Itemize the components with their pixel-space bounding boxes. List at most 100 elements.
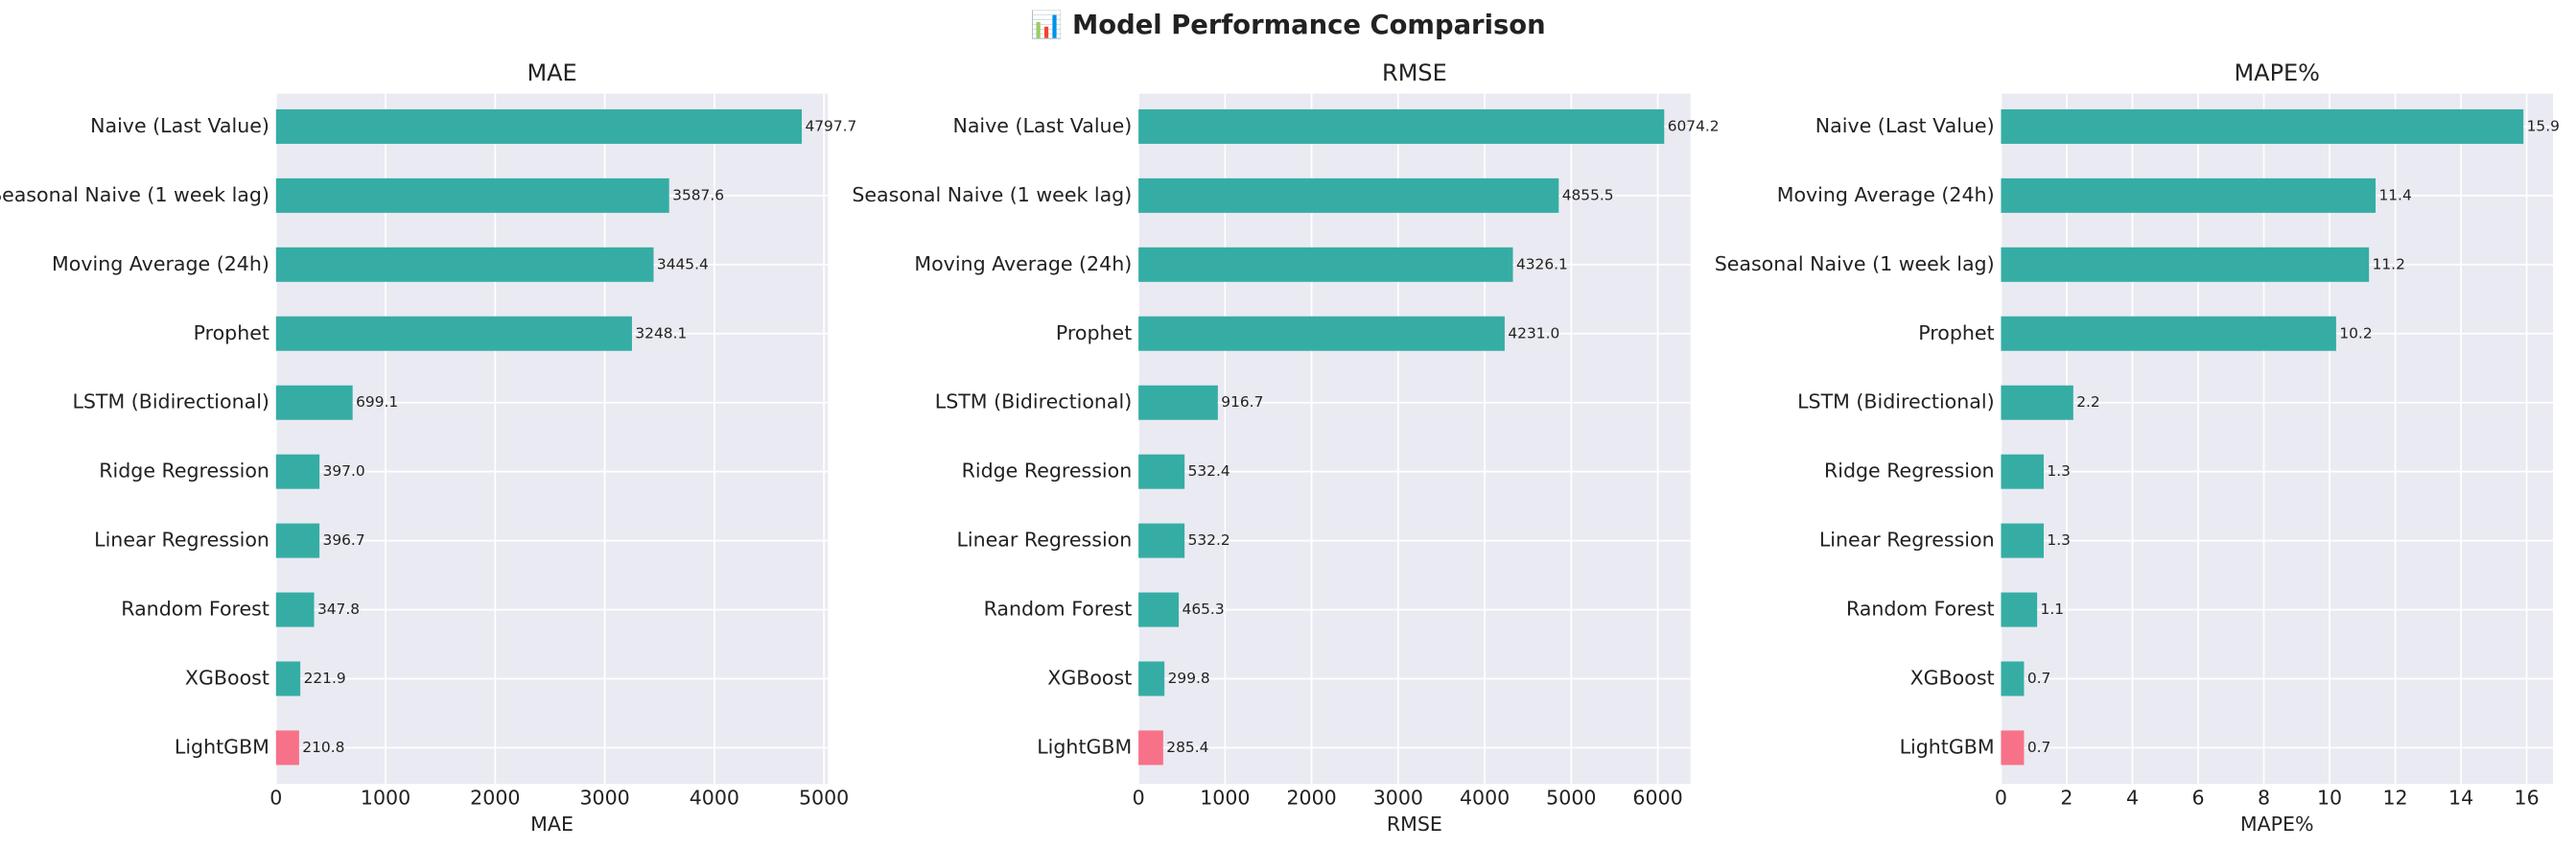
value-label: 4855.5	[1562, 186, 1614, 203]
y-tick-label: LSTM (Bidirectional)	[72, 390, 269, 413]
value-label: 0.7	[2027, 670, 2051, 687]
value-label: 532.2	[1188, 531, 1230, 549]
value-label: 221.9	[304, 670, 346, 687]
bar	[275, 316, 632, 351]
y-tick-label: Moving Average (24h)	[52, 252, 269, 275]
x-tick-label: 1000	[1200, 787, 1250, 810]
value-label: 396.7	[323, 531, 365, 549]
y-tick-label: Moving Average (24h)	[1777, 183, 1995, 206]
x-tick-label: 10	[2317, 787, 2342, 810]
value-label: 11.4	[2378, 186, 2411, 203]
bar	[1138, 177, 1559, 213]
x-tick-label: 2000	[1286, 787, 1336, 810]
x-tick-label: 0	[1995, 787, 2007, 810]
y-tick-label: LightGBM	[1037, 735, 1132, 758]
y-tick-label: Prophet	[1918, 321, 1994, 344]
x-tick-label: 1000	[361, 787, 410, 810]
y-tick-label: Naive (Last Value)	[90, 114, 269, 137]
bar	[275, 247, 654, 282]
y-tick-label: Naive (Last Value)	[1815, 114, 1995, 137]
y-tick-label: Seasonal Naive (1 week lag)	[0, 183, 269, 206]
y-tick-label: Linear Regression	[94, 529, 269, 552]
y-tick-label: Seasonal Naive (1 week lag)	[1715, 252, 1995, 275]
x-tick-label: 4	[2126, 787, 2139, 810]
x-tick-label: 5000	[799, 787, 849, 810]
bar	[275, 385, 353, 420]
value-label: 11.2	[2373, 255, 2405, 272]
bar	[275, 523, 320, 558]
value-label: 10.2	[2339, 324, 2372, 342]
bar	[1138, 247, 1513, 282]
bar	[1138, 730, 1163, 766]
value-label: 285.4	[1166, 739, 1208, 756]
value-label: 4326.1	[1516, 255, 1568, 272]
y-tick-label: Linear Regression	[956, 529, 1132, 552]
chart-title: MAPE%	[2235, 59, 2320, 86]
value-label: 210.8	[302, 739, 344, 756]
y-tick-label: Ridge Regression	[1824, 460, 1995, 483]
bar	[275, 454, 320, 489]
value-label: 1.3	[2047, 531, 2071, 549]
y-tick-label: Random Forest	[121, 598, 269, 621]
value-label: 532.4	[1188, 462, 1230, 480]
chart-title: RMSE	[1382, 59, 1447, 86]
value-label: 465.3	[1183, 601, 1225, 618]
x-tick-label: 5000	[1546, 787, 1596, 810]
chart-title: MAE	[527, 59, 576, 86]
bar	[1138, 385, 1218, 420]
y-tick-label: LSTM (Bidirectional)	[935, 390, 1132, 413]
y-tick-label: Random Forest	[984, 598, 1133, 621]
bar	[1138, 454, 1185, 489]
value-label: 916.7	[1221, 393, 1263, 411]
bar	[2001, 108, 2524, 144]
bar	[1138, 108, 1665, 144]
value-label: 15.9	[2527, 117, 2560, 134]
value-label: 6074.2	[1668, 117, 1720, 134]
x-tick-label: 4000	[690, 787, 739, 810]
y-tick-label: Moving Average (24h)	[914, 252, 1132, 275]
x-tick-label: 3000	[1373, 787, 1423, 810]
bar	[275, 108, 803, 144]
bar	[2001, 454, 2044, 489]
x-axis-label: RMSE	[1387, 813, 1442, 836]
bar	[1138, 316, 1505, 351]
x-tick-label: 16	[2515, 787, 2540, 810]
x-tick-label: 6	[2191, 787, 2204, 810]
value-label: 347.8	[317, 601, 360, 618]
y-tick-label: Random Forest	[1846, 598, 1995, 621]
value-label: 3248.1	[635, 324, 687, 342]
y-tick-label: LightGBM	[1900, 735, 1995, 758]
value-label: 699.1	[356, 393, 398, 411]
y-tick-label: XGBoost	[1910, 667, 1995, 690]
value-label: 4231.0	[1508, 324, 1559, 342]
x-tick-label: 12	[2382, 787, 2407, 810]
x-tick-label: 0	[269, 787, 282, 810]
y-tick-label: Ridge Regression	[99, 460, 269, 483]
x-axis-label: MAPE%	[2240, 813, 2314, 836]
value-label: 397.0	[323, 462, 365, 480]
value-label: 3587.6	[672, 186, 724, 203]
y-tick-label: XGBoost	[185, 667, 269, 690]
value-label: 1.3	[2047, 462, 2071, 480]
value-label: 299.8	[1168, 670, 1210, 687]
y-tick-label: Prophet	[1056, 321, 1132, 344]
bar	[2001, 177, 2377, 213]
x-tick-label: 2000	[470, 787, 520, 810]
y-tick-label: Ridge Regression	[962, 460, 1133, 483]
y-tick-label: Seasonal Naive (1 week lag)	[852, 183, 1132, 206]
figure-title: 📊 Model Performance Comparison	[1030, 10, 1545, 40]
y-tick-label: Prophet	[194, 321, 269, 344]
value-label: 2.2	[2076, 393, 2100, 411]
bar	[1138, 592, 1180, 627]
y-tick-label: Linear Regression	[1819, 529, 1995, 552]
bar	[2001, 661, 2025, 696]
bar	[275, 730, 299, 766]
bar	[2001, 592, 2038, 627]
x-tick-label: 2	[2060, 787, 2073, 810]
bar	[275, 661, 301, 696]
x-tick-label: 3000	[579, 787, 629, 810]
x-tick-label: 0	[1133, 787, 1145, 810]
value-label: 0.7	[2027, 739, 2051, 756]
